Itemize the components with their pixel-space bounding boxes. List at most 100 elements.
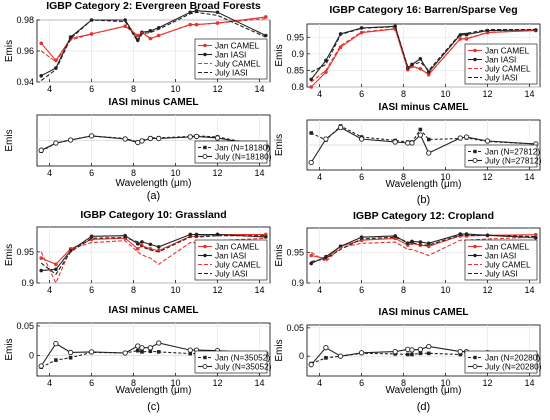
emis-legend-label: July IASI <box>215 68 248 78</box>
x-axis-label: Wavelength (μm) <box>116 178 192 189</box>
series-jan-diff-point <box>458 352 463 357</box>
diff-plot-ylabel: Emis <box>4 129 15 151</box>
series-jan-iasi-point <box>135 242 140 246</box>
series-jan-iasi-point <box>418 57 423 61</box>
series-jan-iasi-point <box>309 77 313 82</box>
emis-plot-xtick-label: 10 <box>441 285 451 295</box>
series-jan-iasi-point <box>89 234 94 239</box>
series-jan-iasi-point <box>324 58 328 63</box>
emis-plot-ylabel: Emis <box>4 40 15 62</box>
emis-plot-xtick-label: 10 <box>171 84 181 94</box>
emis-plot-ytick-label: 0.8 <box>291 82 304 92</box>
series-jan-diff-point <box>135 348 140 353</box>
emis-plot-ytick-label: 0.95 <box>286 247 304 257</box>
emis-legend-label: Jan IASI <box>485 55 516 65</box>
series-jan-camel-point <box>264 232 268 237</box>
series-july-diff-point <box>122 350 128 356</box>
series-july-diff-point <box>38 147 44 153</box>
series-jan-iasi-point <box>485 233 490 238</box>
series-july-diff-point <box>426 343 432 350</box>
diff-plot-xtick-label: 4 <box>47 168 52 178</box>
emis-plot-ylabel: Emis <box>274 44 285 66</box>
panel-title: IGBP Category 16: Barren/Sparse Veg <box>329 4 517 16</box>
series-jan-iasi-point <box>39 74 43 78</box>
diff-plot-ytick-label: 0 <box>299 351 304 361</box>
diff-plot-xtick-label: 10 <box>441 172 451 182</box>
series-july-iasi-line <box>40 11 267 81</box>
emis-plot-xtick-label: 4 <box>317 285 322 295</box>
emis-plot-xtick-label: 6 <box>89 285 94 295</box>
series-july-diff-point <box>187 134 193 140</box>
diff-plot-xtick-label: 14 <box>254 378 264 388</box>
series-july-diff-point <box>139 345 145 351</box>
series-july-diff-point <box>53 140 59 146</box>
series-jan-camel-point <box>309 85 313 89</box>
x-axis-label: Wavelength (μm) <box>386 385 462 396</box>
diff-plot-xtick-label: 4 <box>317 172 322 182</box>
series-july-diff-point <box>147 345 154 351</box>
emis-legend-label: July IASI <box>485 269 518 279</box>
series-jan-iasi-point <box>393 234 397 238</box>
diff-plot-xtick-label: 12 <box>483 172 493 182</box>
series-jan-camel-point <box>39 41 43 46</box>
series-jan-iasi-point <box>264 235 268 239</box>
series-july-diff-point <box>426 150 432 156</box>
panel-letter: (c) <box>147 401 160 413</box>
diff-title: IASI minus CAMEL <box>108 97 198 108</box>
series-july-diff-point <box>308 362 314 368</box>
series-jan-iasi-point <box>188 232 193 237</box>
series-jan-diff-point <box>309 131 313 135</box>
series-july-camel-line <box>310 28 536 83</box>
series-jan-diff-point <box>418 351 423 356</box>
emis-plot-xtick-label: 14 <box>254 84 264 94</box>
diff-legend-box <box>464 144 538 168</box>
emis-plot-ytick-label: 0.96 <box>16 46 34 56</box>
diff-legend-label: July (N=20280) <box>485 362 542 372</box>
series-july-diff-point <box>405 140 411 146</box>
emis-legend-marker <box>203 253 207 258</box>
diff-plot-ylabel: Emis <box>274 134 285 156</box>
series-july-diff-point <box>392 348 398 355</box>
emis-legend-marker <box>473 253 477 258</box>
panel-letter: (d) <box>417 401 430 413</box>
series-july-diff-point <box>147 135 154 142</box>
diff-legend-marker <box>473 355 477 360</box>
emis-plot-xtick-label: 14 <box>254 285 264 295</box>
series-july-diff-point <box>67 349 74 356</box>
emis-plot-xtick-label: 12 <box>213 285 223 295</box>
series-jan-diff-point <box>54 358 58 362</box>
emis-legend-label: Jan CAMEL <box>215 41 260 51</box>
emis-legend-label: July CAMEL <box>485 64 531 74</box>
emis-plot-xtick-label: 8 <box>131 285 136 295</box>
series-july-diff-point <box>156 135 162 142</box>
series-jan-diff-point <box>324 356 328 360</box>
diff-plot-xtick-label: 14 <box>524 378 534 388</box>
series-jan-camel-point <box>264 15 268 19</box>
series-jan-diff-point <box>140 350 144 354</box>
emis-legend-label: Jan IASI <box>485 251 516 261</box>
diff-plot-xtick-label: 4 <box>47 378 52 388</box>
series-july-diff-point <box>88 349 95 355</box>
series-july-diff-point <box>484 138 491 144</box>
emis-plot-ylabel: Emis <box>4 244 15 266</box>
series-jan-camel-point <box>54 262 58 267</box>
diff-plot-xtick-label: 8 <box>131 168 136 178</box>
series-july-diff-point <box>405 346 411 353</box>
series-july-diff-point <box>193 133 200 140</box>
series-jan-diff-point <box>148 349 153 354</box>
emis-plot-ytick-label: 0.9 <box>21 278 34 288</box>
series-jan-iasi-point <box>410 239 414 244</box>
series-july-diff-point <box>392 139 398 145</box>
emis-plot-xtick-label: 6 <box>359 285 364 295</box>
series-jan-camel-point <box>534 232 538 237</box>
emis-plot-ylabel: Emis <box>274 244 285 266</box>
emis-plot-xtick-label: 4 <box>47 84 52 94</box>
diff-plot-frame <box>36 322 271 377</box>
diff-legend-label: Jan (N=27812) <box>485 147 540 157</box>
emis-plot-ytick-label: 0.9 <box>291 278 304 288</box>
diff-legend-marker <box>472 158 478 163</box>
series-july-diff-point <box>323 136 329 142</box>
series-jan-iasi-point <box>309 261 313 266</box>
series-jan-diff-point <box>426 351 431 356</box>
series-jan-iasi-point <box>324 254 328 259</box>
